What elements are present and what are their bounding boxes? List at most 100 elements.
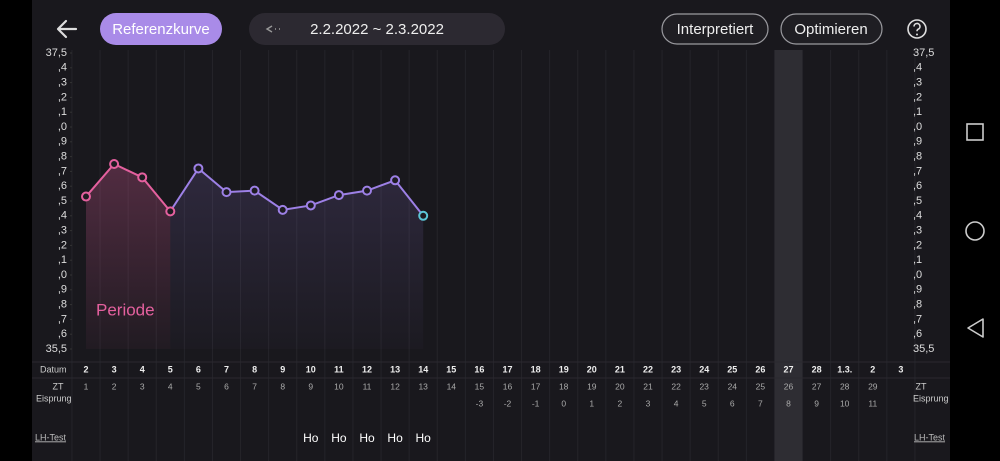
nav-home[interactable] [965, 221, 985, 241]
y-tick-label: 35,5 [46, 343, 67, 355]
ovulation-value: 3 [646, 398, 651, 408]
date-label: 24 [699, 364, 709, 374]
nav-recents[interactable] [966, 123, 984, 141]
y-tick-label-right: ,4 [913, 210, 922, 222]
date-range-pill[interactable] [249, 13, 505, 45]
period-area [86, 164, 171, 349]
temperature-point [193, 163, 204, 174]
optimize-button[interactable] [780, 13, 883, 45]
help-button[interactable] [907, 19, 927, 39]
y-tick-label-right: ,9 [913, 284, 922, 296]
zt-value: 7 [252, 381, 257, 391]
y-tick-label-right: ,1 [913, 254, 922, 266]
y-tick-label: ,5 [58, 195, 67, 207]
y-tick-label: ,2 [58, 91, 67, 103]
zt-value: 3 [140, 381, 145, 391]
date-row-label: Datum [40, 364, 67, 374]
cycle-area [170, 168, 424, 349]
zt-value: 1 [84, 381, 89, 391]
date-label: 12 [362, 364, 372, 374]
y-tick-label: ,7 [58, 165, 67, 177]
date-label: 5 [168, 364, 173, 374]
zt-row-label: ZT [53, 381, 64, 391]
date-label: 11 [334, 364, 344, 374]
y-tick-label: ,2 [58, 239, 67, 251]
zt-value: 23 [699, 381, 709, 391]
temperature-point [277, 204, 288, 215]
ovulation-value: 11 [868, 398, 877, 408]
date-range: 2.2.2022 ~ 2.3.2022 [310, 21, 444, 38]
y-tick-label-right: 35,5 [913, 343, 934, 355]
highlight-column [774, 50, 803, 461]
ovulation-value: 7 [758, 398, 763, 408]
y-tick-label: ,4 [58, 62, 67, 74]
date-label: 7 [224, 364, 229, 374]
reference-button-label: Referenzkurve [112, 21, 210, 38]
y-tick-label-right: ,8 [913, 299, 922, 311]
date-label: 27 [783, 364, 793, 374]
temperature-point [390, 175, 401, 186]
y-tick-label: ,0 [58, 269, 67, 281]
temperature-line [169, 166, 424, 217]
lh-result: Ho [387, 431, 403, 445]
ovulation-value: 0 [561, 398, 566, 408]
zt-value: 24 [728, 381, 738, 391]
y-tick-label-right: ,5 [913, 195, 922, 207]
date-label: 6 [196, 364, 201, 374]
date-label: 3 [898, 364, 903, 374]
date-label: 16 [474, 364, 484, 374]
y-tick-label: ,4 [58, 210, 67, 222]
y-tick-label: ,6 [58, 180, 67, 192]
ovulation-row-label: Eisprung [36, 393, 72, 403]
zt-value: 14 [447, 381, 457, 391]
y-tick-label-right: ,3 [913, 77, 922, 89]
date-label: 9 [280, 364, 285, 374]
optimize-button-label: Optimieren [794, 21, 867, 38]
ovulation-value: 2 [618, 398, 623, 408]
temperature-point [81, 191, 91, 202]
nav-back[interactable] [967, 318, 984, 338]
lh-result: Ho [303, 431, 319, 445]
y-tick-label: ,3 [58, 225, 67, 237]
zt-value: 25 [756, 381, 766, 391]
temperature-point [249, 185, 260, 196]
date-label: 28 [812, 364, 822, 374]
reference-button[interactable] [100, 13, 222, 45]
date-label: 2 [870, 364, 875, 374]
zt-value: 16 [503, 381, 513, 391]
zt-value: 27 [812, 381, 822, 391]
temperature-point [418, 210, 429, 221]
y-tick-label-right: ,0 [913, 121, 922, 133]
lh-result: Ho [331, 431, 347, 445]
date-label: 18 [531, 364, 541, 374]
date-label: 25 [727, 364, 737, 374]
zt-value: 17 [531, 381, 541, 391]
date-label: 23 [671, 364, 681, 374]
zt-value: 12 [390, 381, 400, 391]
zt-value: 10 [334, 381, 344, 391]
temperature-point [137, 172, 148, 183]
date-label: 26 [755, 364, 765, 374]
y-tick-label: ,1 [58, 106, 67, 118]
zt-value: 18 [559, 381, 569, 391]
temperature-point [221, 187, 232, 198]
ovulation-value: 4 [674, 398, 679, 408]
zt-value: 4 [168, 381, 173, 391]
y-tick-label-right: ,8 [913, 151, 922, 163]
zt-value: 19 [587, 381, 597, 391]
ovulation-value: 5 [702, 398, 707, 408]
zt-value: 11 [363, 381, 372, 391]
ovulation-value: 1 [589, 398, 594, 408]
lh-result: Ho [416, 431, 432, 445]
interpret-button[interactable] [661, 13, 769, 45]
date-label: 15 [446, 364, 456, 374]
back-button[interactable] [56, 19, 78, 39]
y-tick-label-right: ,4 [913, 62, 922, 74]
zt-value: 29 [868, 381, 878, 391]
date-label: 19 [559, 364, 569, 374]
y-tick-label-right: ,3 [913, 225, 922, 237]
y-tick-label-right: ,6 [913, 180, 922, 192]
y-tick-label-right: ,6 [913, 328, 922, 340]
